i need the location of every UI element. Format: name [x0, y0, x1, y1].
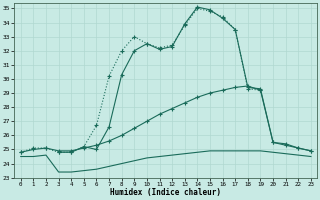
X-axis label: Humidex (Indice chaleur): Humidex (Indice chaleur)	[110, 188, 221, 197]
